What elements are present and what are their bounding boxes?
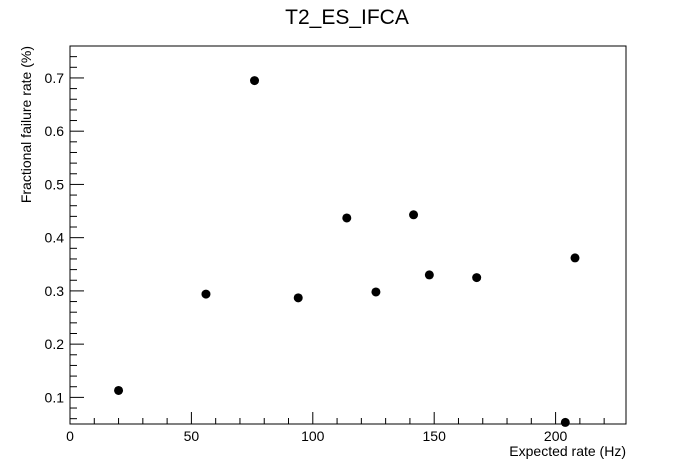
x-tick-label: 100 xyxy=(301,428,325,444)
y-tick-label: 0.5 xyxy=(45,176,65,192)
data-point xyxy=(371,287,381,297)
y-tick-label: 0.7 xyxy=(45,70,65,86)
x-tick-label: 0 xyxy=(66,428,74,444)
y-tick-label: 0.6 xyxy=(45,123,65,139)
y-tick-label: 0.1 xyxy=(45,389,65,405)
y-tick-label: 0.2 xyxy=(45,336,65,352)
y-tick-label: 0.4 xyxy=(45,230,65,246)
data-point xyxy=(472,273,482,283)
data-point xyxy=(201,289,211,299)
y-axis-label: Fractional failure rate (%) xyxy=(18,46,34,203)
y-tick-label: 0.3 xyxy=(45,283,65,299)
plot-frame xyxy=(69,45,627,425)
axis-ticks: 0 50 100 150 200 0.1 0.2 0.3 0.4 0.5 0.6 0.7 xyxy=(45,45,605,444)
chart-title: T2_ES_IFCA xyxy=(285,6,409,29)
data-point xyxy=(560,417,570,427)
data-point xyxy=(342,213,352,223)
data-points xyxy=(114,76,580,427)
x-axis-label: Expected rate (Hz) xyxy=(509,443,626,459)
data-point xyxy=(409,210,419,220)
data-point xyxy=(114,385,124,395)
x-tick-label: 50 xyxy=(184,428,200,444)
data-point xyxy=(293,293,303,303)
x-tick-label: 150 xyxy=(423,428,447,444)
x-tick-label: 200 xyxy=(544,428,568,444)
data-point xyxy=(250,76,260,86)
data-point xyxy=(570,253,580,263)
data-point xyxy=(424,270,434,280)
